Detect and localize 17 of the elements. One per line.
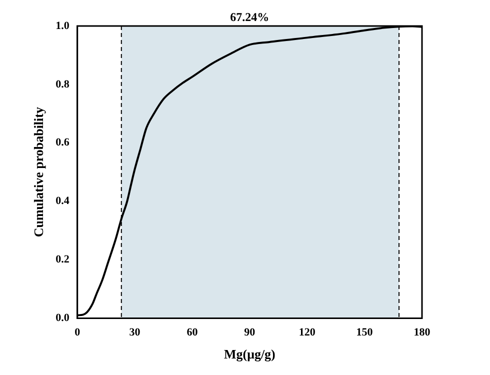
x-axis-title: Mg(μg/g) (224, 346, 276, 362)
y-axis-title: Cumulative probability (31, 106, 46, 238)
y-tick-label: 1.0 (56, 20, 70, 32)
x-tick-label: 150 (356, 326, 374, 339)
x-tick-label: 60 (186, 326, 198, 339)
x-tick-label: 120 (298, 326, 316, 339)
line-series (77, 26, 422, 316)
x-tick-label: 30 (129, 326, 141, 339)
y-tick-label: 0.4 (56, 195, 70, 208)
y-tick-label: 0.6 (56, 136, 70, 149)
x-tick-label: 90 (244, 326, 256, 339)
text: 67.24% (230, 10, 270, 24)
x-tick-label: 0 (74, 326, 81, 339)
y-tick-label: 0.0 (56, 312, 70, 324)
x-tick-label: 180 (414, 326, 431, 339)
y-tick-label: 0.8 (56, 78, 70, 90)
y-tick-label: 0.2 (56, 254, 70, 266)
